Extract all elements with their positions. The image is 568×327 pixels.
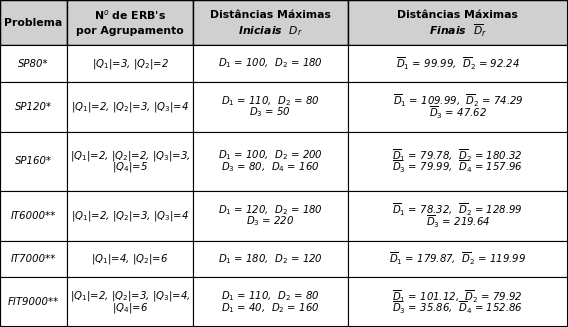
Text: $D_1$ = 110,  $D_2$ = 80: $D_1$ = 110, $D_2$ = 80: [221, 289, 320, 303]
Bar: [67, 0, 193, 45]
Bar: [67, 191, 193, 241]
Bar: [193, 277, 348, 327]
Text: $D_1$ = 180,  $D_2$ = 120: $D_1$ = 180, $D_2$ = 120: [218, 252, 323, 266]
Text: Iniciais  $D_r$: Iniciais $D_r$: [238, 24, 303, 38]
Text: |Q$_1$|=4, |Q$_2$|=6: |Q$_1$|=4, |Q$_2$|=6: [91, 252, 169, 266]
Text: Distâncias Máximas: Distâncias Máximas: [398, 9, 518, 20]
Text: SP160*: SP160*: [15, 156, 52, 166]
Bar: [193, 45, 348, 82]
Text: IT6000**: IT6000**: [11, 211, 56, 221]
Bar: [0, 132, 67, 191]
Text: Problema: Problema: [5, 18, 62, 28]
Bar: [0, 45, 67, 82]
Text: |Q$_1$|=2, |Q$_2$|=2, |Q$_3$|=3,: |Q$_1$|=2, |Q$_2$|=2, |Q$_3$|=3,: [70, 148, 190, 163]
Bar: [0, 82, 67, 132]
Bar: [348, 82, 568, 132]
Text: $\overline{D}_1$ = 78.32,  $\overline{D}_2$ = 128.99: $\overline{D}_1$ = 78.32, $\overline{D}_…: [392, 202, 523, 218]
Text: $\overline{D}_3$ = 35.86,  $\overline{D}_4$ = 152.86: $\overline{D}_3$ = 35.86, $\overline{D}_…: [392, 300, 523, 316]
Bar: [348, 191, 568, 241]
Text: $D_1$ = 100,  $D_2$ = 180: $D_1$ = 100, $D_2$ = 180: [218, 57, 323, 71]
Text: $D_3$ = 80,  $D_4$ = 160: $D_3$ = 80, $D_4$ = 160: [221, 160, 320, 174]
Bar: [348, 132, 568, 191]
Text: $D_1$ = 100,  $D_2$ = 200: $D_1$ = 100, $D_2$ = 200: [218, 149, 323, 163]
Text: Finais  $\overline{D}_r$: Finais $\overline{D}_r$: [429, 23, 487, 39]
Bar: [348, 0, 568, 45]
Text: $D_1$ = 110,  $D_2$ = 80: $D_1$ = 110, $D_2$ = 80: [221, 94, 320, 108]
Text: |Q$_4$|=5: |Q$_4$|=5: [112, 160, 148, 174]
Bar: [67, 241, 193, 277]
Text: $D_3$ = 50: $D_3$ = 50: [249, 106, 291, 119]
Text: N$^o$ de ERB's: N$^o$ de ERB's: [94, 8, 166, 22]
Bar: [0, 241, 67, 277]
Text: $\overline{D}_3$ = 219.64: $\overline{D}_3$ = 219.64: [425, 213, 490, 230]
Bar: [67, 82, 193, 132]
Text: |Q$_1$|=2, |Q$_2$|=3, |Q$_3$|=4: |Q$_1$|=2, |Q$_2$|=3, |Q$_3$|=4: [71, 209, 189, 223]
Text: $D_3$ = 220: $D_3$ = 220: [246, 215, 295, 228]
Bar: [193, 82, 348, 132]
Bar: [348, 45, 568, 82]
Text: |Q$_4$|=6: |Q$_4$|=6: [112, 301, 148, 315]
Text: $\overline{D}_1$ = 179.87,  $\overline{D}_2$ = 119.99: $\overline{D}_1$ = 179.87, $\overline{D}…: [389, 251, 527, 267]
Bar: [348, 241, 568, 277]
Bar: [348, 277, 568, 327]
Text: $\overline{D}_3$ = 79.99,  $\overline{D}_4$ = 157.96: $\overline{D}_3$ = 79.99, $\overline{D}_…: [392, 159, 523, 175]
Text: |Q$_1$|=2, |Q$_2$|=3, |Q$_3$|=4,: |Q$_1$|=2, |Q$_2$|=3, |Q$_3$|=4,: [70, 289, 190, 303]
Text: SP80*: SP80*: [18, 59, 49, 69]
Text: $\overline{D}_3$ = 47.62: $\overline{D}_3$ = 47.62: [429, 104, 487, 121]
Text: $\overline{D}_1$ = 79.78,  $\overline{D}_2$ = 180.32: $\overline{D}_1$ = 79.78, $\overline{D}_…: [392, 147, 523, 164]
Bar: [0, 191, 67, 241]
Bar: [67, 132, 193, 191]
Text: |Q$_1$|=3, |Q$_2$|=2: |Q$_1$|=3, |Q$_2$|=2: [91, 57, 169, 71]
Bar: [67, 277, 193, 327]
Bar: [0, 277, 67, 327]
Text: $D_1$ = 40,  $D_2$ = 160: $D_1$ = 40, $D_2$ = 160: [221, 301, 320, 315]
Text: SP120*: SP120*: [15, 102, 52, 112]
Bar: [67, 45, 193, 82]
Text: Distâncias Máximas: Distâncias Máximas: [210, 9, 331, 20]
Text: por Agrupamento: por Agrupamento: [76, 26, 184, 36]
Text: $\overline{D}_1$ = 109.99,  $\overline{D}_2$ = 74.29: $\overline{D}_1$ = 109.99, $\overline{D}…: [392, 93, 523, 109]
Bar: [193, 241, 348, 277]
Bar: [193, 191, 348, 241]
Text: $\overline{D}_1$ = 101.12,  $\overline{D}_2$ = 79.92: $\overline{D}_1$ = 101.12, $\overline{D}…: [392, 288, 523, 304]
Text: |Q$_1$|=2, |Q$_2$|=3, |Q$_3$|=4: |Q$_1$|=2, |Q$_2$|=3, |Q$_3$|=4: [71, 100, 189, 114]
Text: IT7000**: IT7000**: [11, 254, 56, 264]
Text: $\overline{D}_1$ = 99.99,  $\overline{D}_2$ = 92.24: $\overline{D}_1$ = 99.99, $\overline{D}_…: [396, 56, 520, 72]
Bar: [193, 0, 348, 45]
Text: $D_1$ = 120,  $D_2$ = 180: $D_1$ = 120, $D_2$ = 180: [218, 203, 323, 217]
Bar: [193, 132, 348, 191]
Text: FIT9000**: FIT9000**: [8, 297, 59, 307]
Bar: [0, 0, 67, 45]
